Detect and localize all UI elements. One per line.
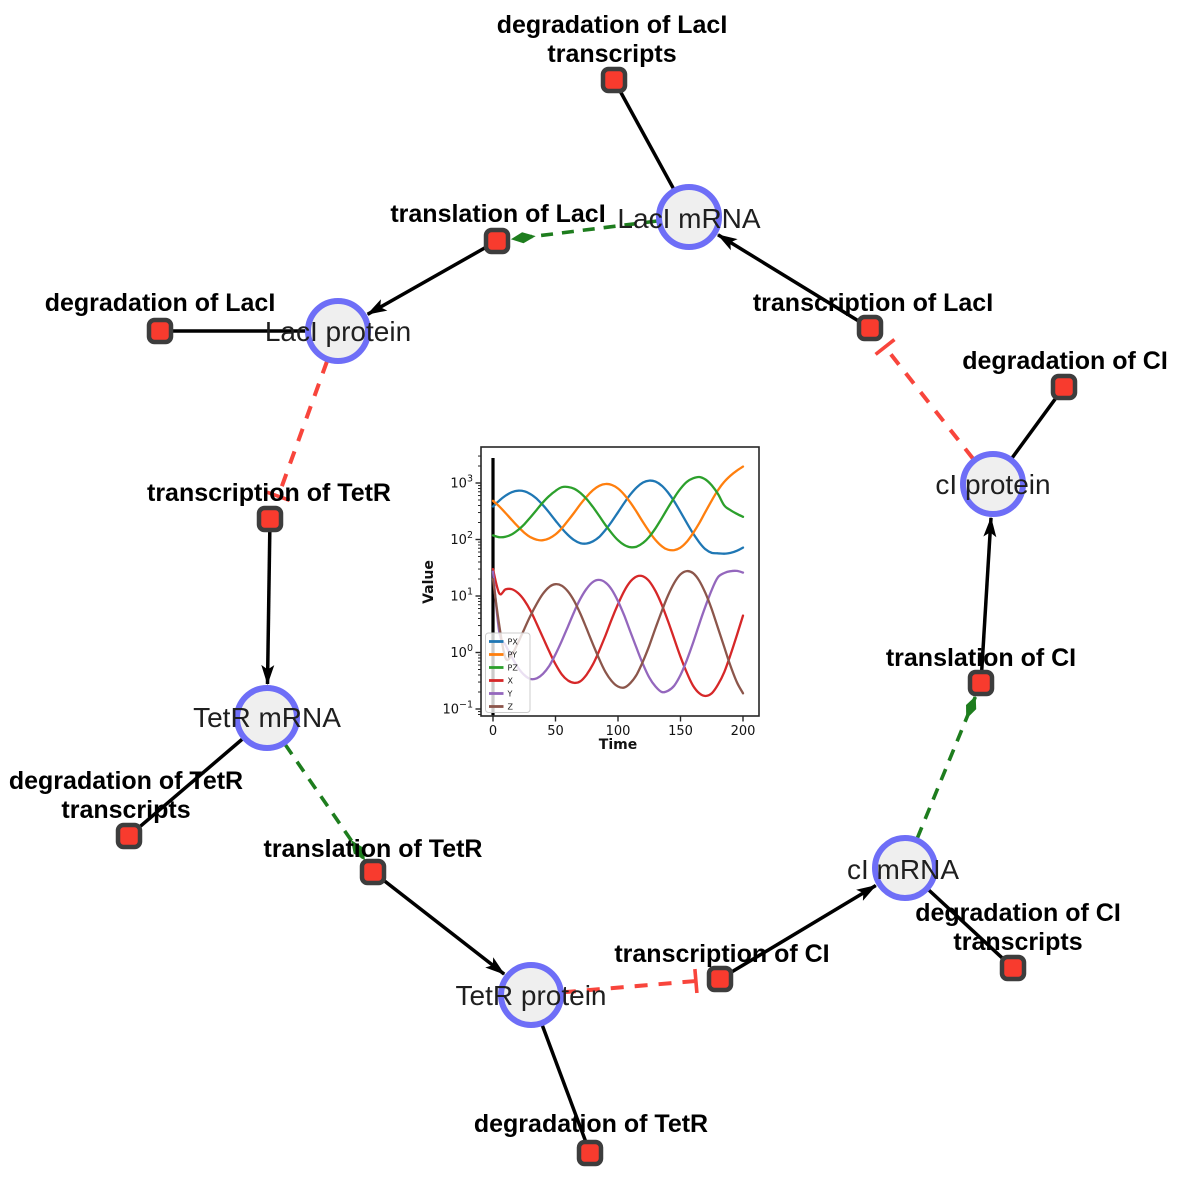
reaction-label-tl-tetR: translation of TetR bbox=[264, 835, 483, 863]
reaction-label-deg-tetR-tx-line2: transcripts bbox=[61, 796, 190, 824]
edge-reactant-tetR-protein-to-deg-tetR bbox=[539, 1022, 588, 1143]
species-label-cI-mRNA: cI mRNA bbox=[847, 854, 959, 885]
reaction-node-tc-tetR[interactable] bbox=[256, 505, 284, 533]
x-tick-label: 50 bbox=[547, 724, 564, 739]
species-label-cI-protein: cI protein bbox=[935, 469, 1050, 500]
edge-inhibitor-cI-protein-to-tc-lacI bbox=[874, 338, 975, 461]
edge-modifier-tetR-mRNA-to-tl-tetR bbox=[283, 743, 366, 861]
x-tick-label: 100 bbox=[606, 724, 631, 739]
reaction-label-deg-tetR-tx: degradation of TetR bbox=[9, 767, 243, 795]
legend-label-PX: PX bbox=[508, 638, 519, 647]
edge-modifier-cI-mRNA-to-tl-cI bbox=[915, 695, 977, 840]
legend-label-PY: PY bbox=[508, 651, 518, 660]
series-line-PX bbox=[491, 479, 745, 555]
edge-reactant-lacI-mRNA-to-deg-lacI-tx bbox=[618, 89, 677, 192]
series-line-Z bbox=[491, 569, 745, 695]
inset-timecourse-chart: 103 102 101 100 10−1 0 50 100 150 200 Time Value PX P… bbox=[421, 446, 760, 753]
edge-reactant-tetR-mRNA-to-deg-tetR-tx bbox=[136, 736, 246, 830]
y-tick-label: 101 bbox=[450, 587, 473, 605]
y-tick-label: 102 bbox=[450, 530, 473, 548]
reaction-label-deg-cI-tx-line2: transcripts bbox=[953, 928, 1082, 956]
edge-product-tc-lacI-to-lacI-mRNA bbox=[717, 233, 861, 324]
species-node-tetR-protein[interactable] bbox=[498, 962, 564, 1028]
y-axis-label: Value bbox=[421, 560, 437, 604]
x-tick-label: 150 bbox=[668, 724, 693, 739]
species-label-tetR-mRNA: TetR mRNA bbox=[193, 702, 341, 733]
legend-label-Z: Z bbox=[508, 703, 514, 712]
x-tick-label: 200 bbox=[731, 724, 756, 739]
reaction-node-deg-tetR-tx[interactable] bbox=[115, 822, 143, 850]
reaction-node-deg-tetR[interactable] bbox=[576, 1139, 604, 1167]
legend-label-X: X bbox=[508, 677, 514, 686]
reaction-label-tc-cI: transcription of CI bbox=[614, 940, 829, 968]
legend-label-Y: Y bbox=[507, 690, 513, 699]
species-label-lacI-protein: LacI protein bbox=[265, 316, 411, 347]
reaction-label-deg-lacI-tx: degradation of LacI bbox=[497, 11, 728, 39]
species-node-cI-mRNA[interactable] bbox=[872, 835, 938, 901]
reaction-label-deg-cI-tx: degradation of CI bbox=[915, 899, 1121, 927]
species-label-tetR-protein: TetR protein bbox=[456, 980, 607, 1011]
species-node-lacI-mRNA[interactable] bbox=[656, 184, 722, 250]
labels-layer: LacI mRNA LacI protein TetR mRNA TetR prote… bbox=[9, 11, 1168, 1138]
edge-reactant-cI-mRNA-to-deg-cI-tx bbox=[925, 887, 1006, 962]
reaction-node-deg-lacI-tx[interactable] bbox=[600, 66, 628, 94]
edge-product-tc-tetR-to-tetR-mRNA bbox=[261, 530, 275, 685]
series-line-PZ bbox=[491, 475, 745, 549]
species-node-lacI-protein[interactable] bbox=[305, 298, 371, 364]
reaction-node-tl-cI[interactable] bbox=[967, 669, 995, 697]
series-line-X bbox=[491, 567, 745, 698]
reaction-label-deg-cI: degradation of CI bbox=[962, 347, 1168, 375]
reaction-node-deg-cI-tx[interactable] bbox=[999, 954, 1027, 982]
reaction-label-tl-cI: translation of CI bbox=[886, 644, 1076, 672]
series-line-PY bbox=[491, 465, 745, 552]
reaction-node-tl-tetR[interactable] bbox=[359, 858, 387, 886]
reaction-label-deg-lacI-tx-line2: transcripts bbox=[547, 40, 676, 68]
edge-product-tl-tetR-to-tetR-protein bbox=[381, 878, 506, 976]
y-tick-label: 103 bbox=[450, 474, 473, 492]
series-line-Y bbox=[491, 569, 745, 694]
x-tick-label: 0 bbox=[489, 724, 497, 739]
species-node-cI-protein[interactable] bbox=[960, 451, 1026, 517]
reaction-node-tc-cI[interactable] bbox=[706, 965, 734, 993]
legend-label-PZ: PZ bbox=[508, 664, 519, 673]
species-node-tetR-mRNA[interactable] bbox=[234, 685, 300, 751]
edge-reactant-cI-protein-to-deg-cI bbox=[1009, 395, 1059, 461]
y-tick-label: 100 bbox=[450, 643, 473, 661]
y-tick-label: 10−1 bbox=[442, 700, 473, 718]
reaction-label-tc-lacI: transcription of LacI bbox=[753, 289, 993, 317]
edge-product-tl-lacI-to-lacI-protein bbox=[366, 245, 488, 316]
x-axis-label: Time bbox=[599, 737, 637, 753]
edge-inhibitor-lacI-protein-to-tc-tetR bbox=[266, 360, 329, 502]
edges-layer bbox=[136, 89, 1059, 1143]
reaction-label-tl-lacI: translation of LacI bbox=[390, 200, 605, 228]
reaction-node-tc-lacI[interactable] bbox=[856, 314, 884, 342]
edge-product-tl-cI-to-cI-protein bbox=[979, 516, 997, 672]
reaction-label-tc-tetR: transcription of TetR bbox=[147, 479, 391, 507]
reaction-node-deg-cI[interactable] bbox=[1050, 373, 1078, 401]
edge-product-tc-cI-to-cI-mRNA bbox=[729, 883, 877, 975]
reaction-label-deg-lacI: degradation of LacI bbox=[45, 289, 276, 317]
reaction-node-deg-lacI[interactable] bbox=[146, 317, 174, 345]
reaction-node-tl-lacI[interactable] bbox=[483, 227, 511, 255]
nodes-layer bbox=[115, 66, 1078, 1167]
reaction-label-deg-tetR: degradation of TetR bbox=[474, 1110, 708, 1138]
species-label-lacI-mRNA: LacI mRNA bbox=[617, 203, 760, 234]
edge-modifier-lacI-mRNA-to-tl-lacI bbox=[510, 219, 658, 244]
